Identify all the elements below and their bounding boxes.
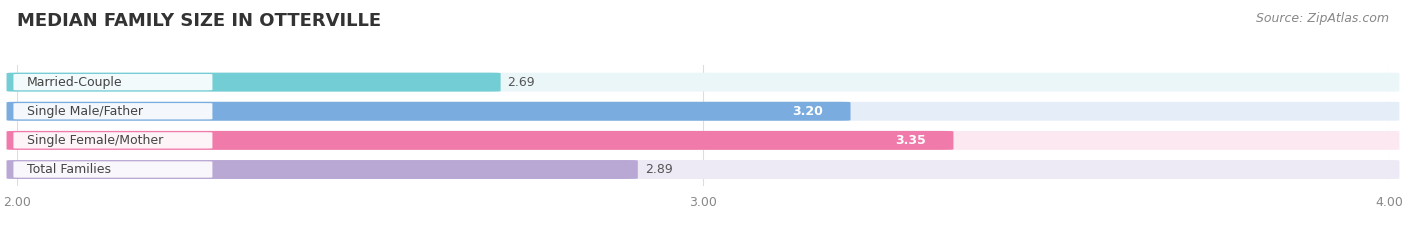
FancyBboxPatch shape <box>14 103 212 120</box>
FancyBboxPatch shape <box>7 102 1399 121</box>
FancyBboxPatch shape <box>7 160 1399 179</box>
Text: Source: ZipAtlas.com: Source: ZipAtlas.com <box>1256 12 1389 25</box>
FancyBboxPatch shape <box>7 102 851 121</box>
FancyBboxPatch shape <box>14 74 212 90</box>
FancyBboxPatch shape <box>7 73 501 92</box>
Text: Total Families: Total Families <box>27 163 111 176</box>
FancyBboxPatch shape <box>14 132 212 149</box>
Text: Single Male/Father: Single Male/Father <box>27 105 143 118</box>
Text: 2.69: 2.69 <box>508 76 536 89</box>
Text: Single Female/Mother: Single Female/Mother <box>27 134 163 147</box>
Text: Married-Couple: Married-Couple <box>27 76 122 89</box>
FancyBboxPatch shape <box>7 131 953 150</box>
Text: MEDIAN FAMILY SIZE IN OTTERVILLE: MEDIAN FAMILY SIZE IN OTTERVILLE <box>17 12 381 30</box>
Text: 2.89: 2.89 <box>645 163 672 176</box>
FancyBboxPatch shape <box>7 131 1399 150</box>
FancyBboxPatch shape <box>7 73 1399 92</box>
FancyBboxPatch shape <box>14 161 212 178</box>
FancyBboxPatch shape <box>7 160 638 179</box>
Text: 3.20: 3.20 <box>792 105 823 118</box>
Text: 3.35: 3.35 <box>896 134 927 147</box>
